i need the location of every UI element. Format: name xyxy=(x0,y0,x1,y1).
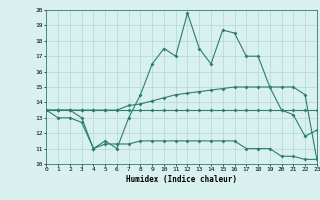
X-axis label: Humidex (Indice chaleur): Humidex (Indice chaleur) xyxy=(126,175,237,184)
